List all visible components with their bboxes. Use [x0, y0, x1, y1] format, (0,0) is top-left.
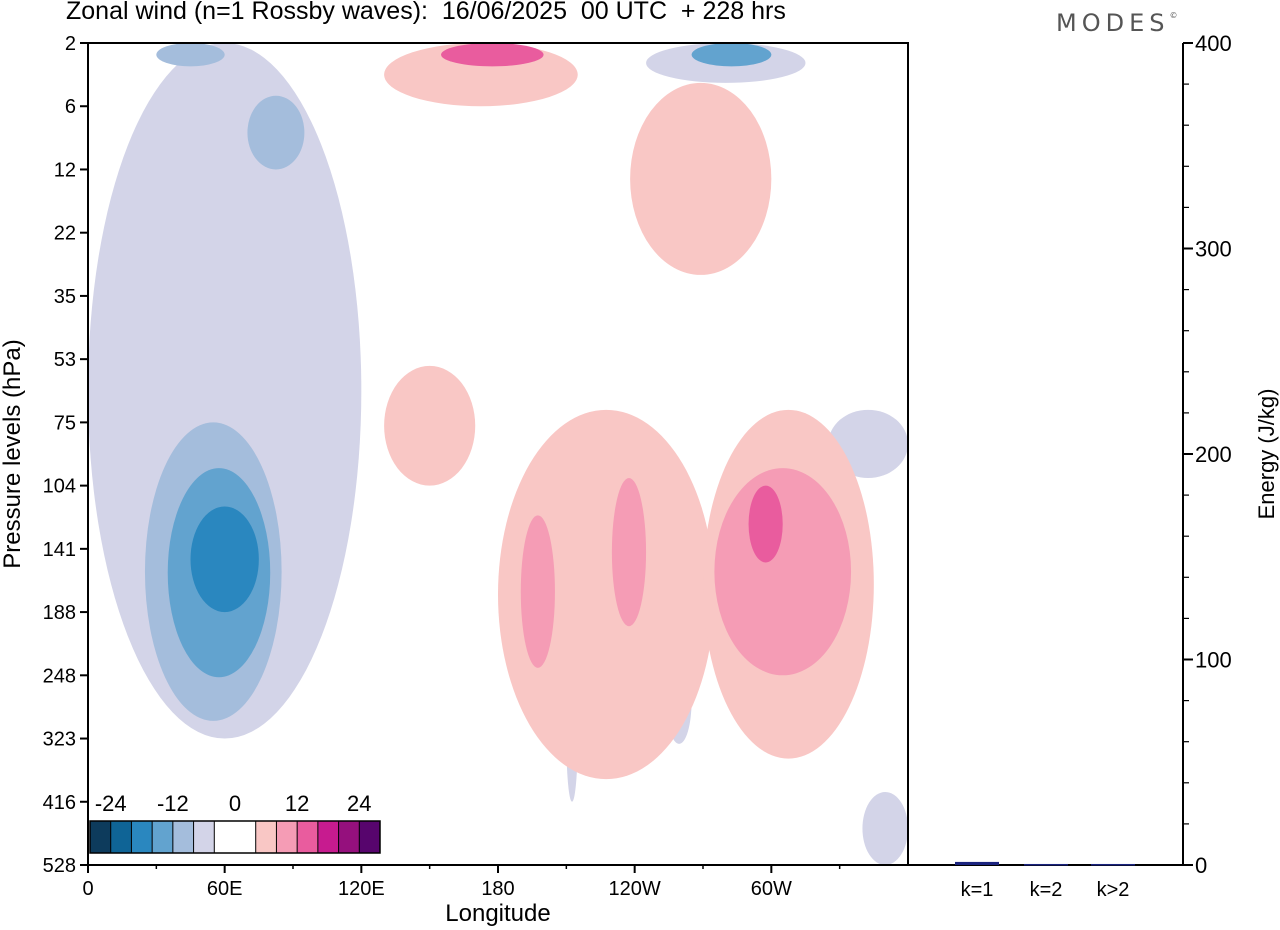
- y-tick-label: 22: [54, 223, 76, 245]
- colorbar-label: 0: [229, 791, 241, 816]
- colorbar-label: 12: [285, 791, 309, 816]
- y-tick-label: 528: [43, 855, 76, 877]
- energy-tick-label: 0: [1195, 853, 1207, 878]
- x-tick-label: 60E: [207, 878, 243, 900]
- x-tick-label: 180: [481, 878, 514, 900]
- colorbar-swatch: [276, 821, 298, 853]
- colorbar-swatch: [214, 821, 235, 853]
- colorbar-swatch: [172, 821, 194, 853]
- y-tick-label: 12: [54, 159, 76, 181]
- energy-tick-label: 300: [1195, 237, 1232, 262]
- chart-title: Zonal wind (n=1 Rossby waves): 16/06/202…: [66, 0, 786, 25]
- colorbar: -24 -12 0 12 24: [89, 791, 381, 854]
- colorbar-swatch: [297, 821, 318, 853]
- x-tick-label: 60W: [751, 878, 792, 900]
- energy-bar-panel: 0 100 200 300 400 k=1 k=2 k>2: [908, 31, 1232, 901]
- colorbar-label: 24: [347, 791, 371, 816]
- y-tick-label: 141: [43, 539, 76, 561]
- y-tick-label: 53: [54, 349, 76, 371]
- y-tick-label: 6: [65, 96, 76, 118]
- colorbar-swatch: [110, 821, 132, 853]
- y-tick-label: 416: [43, 792, 76, 814]
- colorbar-swatch: [235, 821, 256, 853]
- y-tick-label: 248: [43, 665, 76, 687]
- contour-region-positive: [384, 365, 476, 486]
- brand-text: MODES: [1056, 9, 1170, 37]
- energy-bar: [1024, 863, 1068, 866]
- colorbar-label: -12: [157, 791, 189, 816]
- energy-bar: [955, 861, 999, 865]
- y-tick-label: 2: [65, 33, 76, 55]
- energy-tick-label: 400: [1195, 31, 1232, 56]
- contour-region-negative: [862, 791, 908, 865]
- colorbar-label: -24: [95, 791, 127, 816]
- brand-mark: ©: [1169, 11, 1178, 20]
- contour-region-positive: [611, 478, 647, 627]
- energy-category-label: k=2: [1030, 879, 1063, 901]
- energy-category-label: k>2: [1097, 879, 1130, 901]
- y-tick-label: 75: [54, 412, 76, 434]
- colorbar-frame: [89, 820, 381, 854]
- contour-region-positive: [630, 82, 772, 275]
- x-tick-label: 0: [82, 878, 93, 900]
- contour-region-positive: [714, 468, 852, 676]
- colorbar-swatch: [152, 821, 173, 853]
- energy-axis-label: Energy (J/kg): [1254, 389, 1279, 520]
- contour-region-positive: [498, 409, 715, 780]
- contour-region-positive: [748, 485, 783, 563]
- contour-region-negative: [156, 43, 225, 67]
- contour-region-positive: [520, 515, 555, 668]
- colorbar-swatch: [338, 821, 360, 853]
- y-tick-label: 323: [43, 729, 76, 751]
- y-tick-label: 188: [43, 602, 76, 624]
- contour-region-positive: [441, 43, 544, 67]
- y-tick-label: 104: [43, 476, 76, 498]
- y-axis-label: Pressure levels (hPa): [0, 339, 26, 568]
- energy-category-label: k=1: [961, 879, 994, 901]
- colorbar-swatch: [193, 821, 215, 853]
- energy-tick-label: 100: [1195, 648, 1232, 673]
- energy-tick-label: 200: [1195, 442, 1232, 467]
- brand-logo: MODES©: [1056, 9, 1177, 37]
- colorbar-swatch: [255, 821, 277, 853]
- energy-bar: [1091, 863, 1135, 866]
- contour-region-negative: [190, 506, 259, 613]
- x-axis-label: Longitude: [445, 900, 550, 927]
- colorbar-swatch: [317, 821, 339, 853]
- x-tick-label: 120E: [338, 878, 385, 900]
- y-tick-label: 35: [54, 286, 76, 308]
- contour-region-negative: [247, 95, 305, 170]
- contour-region-negative: [691, 43, 772, 67]
- colorbar-swatch: [359, 821, 380, 853]
- contour-layer: [88, 43, 908, 865]
- colorbar-swatch: [131, 821, 153, 853]
- x-tick-label: 120W: [609, 878, 661, 900]
- colorbar-swatch: [90, 821, 111, 853]
